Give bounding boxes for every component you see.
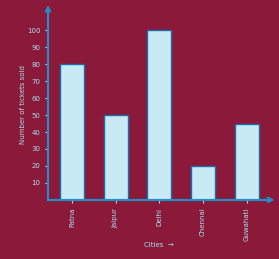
Bar [147, 30, 171, 200]
Y-axis label: Number of tickets sold: Number of tickets sold [20, 66, 25, 144]
Bar [235, 124, 259, 200]
X-axis label: Cities  →: Cities → [145, 242, 174, 248]
Bar [60, 64, 84, 200]
Bar [104, 115, 128, 200]
Bar [191, 166, 215, 200]
